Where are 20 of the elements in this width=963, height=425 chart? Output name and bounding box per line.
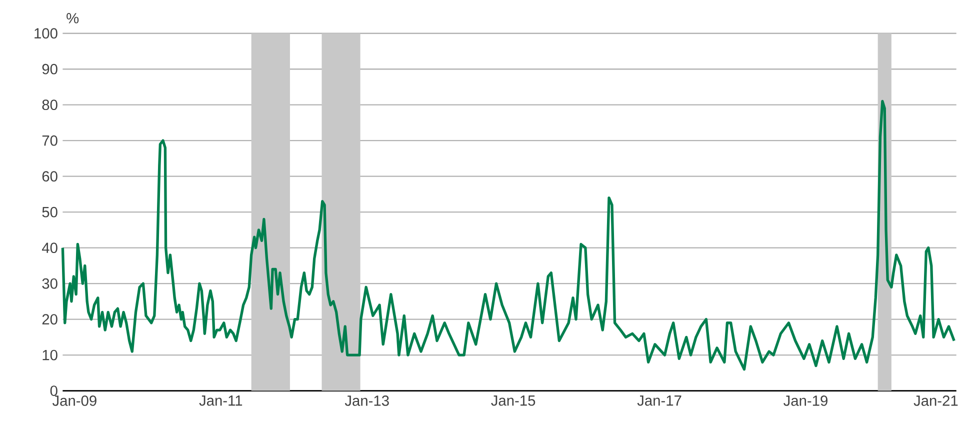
y-tick-label: 100 <box>34 28 58 38</box>
x-tick-label: Jan-11 <box>199 395 242 406</box>
y-tick-label: 0 <box>50 385 58 396</box>
y-tick-label: 60 <box>42 170 58 182</box>
x-tick-label: Jan-19 <box>784 395 828 406</box>
y-tick-label: 30 <box>42 278 58 289</box>
x-tick-label: Jan-17 <box>637 395 682 406</box>
line-series <box>61 100 956 370</box>
x-tick-label: Jan-09 <box>52 395 96 406</box>
y-tick-label: 80 <box>42 99 58 110</box>
x-tick-label: Jan-15 <box>491 395 536 406</box>
y-tick-label: 90 <box>42 64 58 74</box>
y-axis-title: % <box>66 12 79 24</box>
y-tick-label: 50 <box>42 206 58 218</box>
x-tick-label: Jan-13 <box>344 395 389 406</box>
y-tick-label: 20 <box>42 314 58 324</box>
y-tick-label: 10 <box>42 350 58 360</box>
y-tick-label: 70 <box>42 135 58 146</box>
y-tick-label: 40 <box>42 242 58 253</box>
x-tick-label: Jan-21 <box>914 395 958 406</box>
